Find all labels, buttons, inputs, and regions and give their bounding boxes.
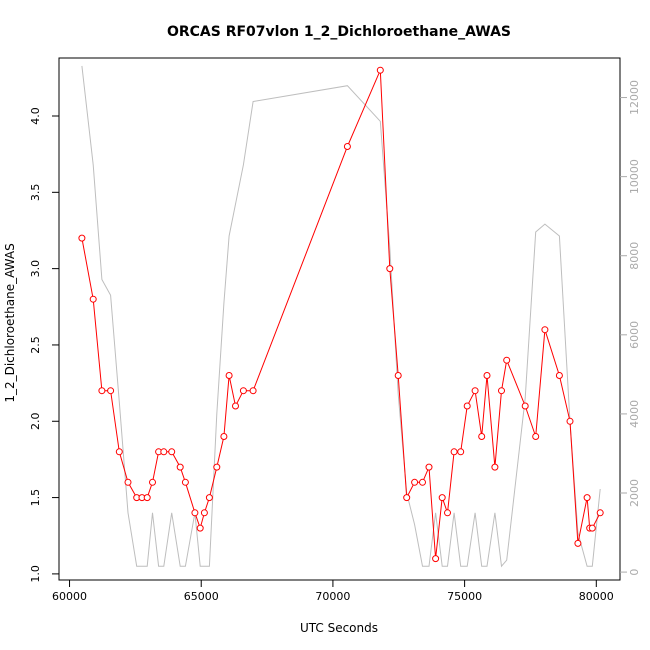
data-point [213,463,221,471]
data-point [411,478,419,486]
data-point [425,463,433,471]
data-point [107,387,115,395]
data-point [176,463,184,471]
data-point [532,433,540,440]
y2-tick-label: 12000 [628,80,641,115]
secondary-series [81,65,601,568]
y-tick-label: 1.5 [29,489,42,507]
data-point [386,265,394,273]
data-point [541,326,549,334]
data-point [220,433,228,440]
data-point [555,372,563,379]
data-point [115,448,123,456]
y2-tick-label: 8000 [628,242,641,270]
data-point [498,387,505,395]
data-point [205,494,213,502]
data-point [89,295,97,303]
y2-tick-label: 0 [628,569,641,576]
data-point [239,387,247,395]
data-point [450,448,458,456]
data-point [566,417,574,425]
data-point [232,402,239,410]
plot-frame [58,57,621,581]
data-point [160,448,168,456]
y2-tick-label: 10000 [628,159,641,194]
x-axis-label: UTC Seconds [300,621,378,635]
y-tick-label: 4.0 [29,107,42,125]
secondary-series-line [81,65,601,568]
data-point [438,494,446,502]
data-point [168,448,176,456]
data-point [191,509,199,517]
data-point [376,66,384,74]
data-point [394,372,402,379]
axes: 60000 65000 70000 75000 800001.01.52.02.53.0… [29,57,641,603]
data-point [419,478,426,486]
y-tick-label: 2.0 [29,413,42,431]
data-point [444,509,451,517]
data-point [78,234,86,242]
x-tick-label: 70000 [315,590,350,603]
data-point [463,402,471,410]
y-tick-label: 1.0 [29,565,42,583]
data-point [432,555,440,563]
data-point [483,372,491,379]
x-tick-label: 60000 [52,590,87,603]
y2-tick-label: 4000 [628,400,641,428]
primary-series [78,66,604,563]
data-point [403,494,411,502]
x-tick-label: 65000 [184,590,219,603]
data-point [124,478,132,486]
data-point [249,387,257,395]
data-point [143,494,151,502]
data-point [149,478,156,486]
data-point [583,494,591,502]
data-point [574,539,582,547]
y-axis-label: 1_2_Dichloroethane_AWAS [3,243,17,402]
data-point [471,387,479,395]
data-point [98,387,106,395]
data-point [478,433,486,440]
data-point [181,478,189,486]
data-point [343,143,351,150]
data-point [588,524,596,532]
data-point [200,509,208,517]
x-tick-label: 80000 [579,590,614,603]
data-point [521,402,529,410]
x-tick-label: 75000 [447,590,482,603]
data-point [196,524,204,532]
data-point [457,448,465,456]
y2-tick-label: 2000 [628,479,641,507]
data-point [596,509,604,517]
data-point [491,463,499,471]
chart-title: ORCAS RF07vlon 1_2_Dichloroethane_AWAS [167,24,511,40]
y-tick-label: 2.5 [29,336,42,354]
data-point [503,356,511,364]
y-tick-label: 3.0 [29,260,42,278]
data-point [225,372,233,379]
y2-tick-label: 6000 [628,321,641,349]
y-tick-label: 3.5 [29,184,42,202]
